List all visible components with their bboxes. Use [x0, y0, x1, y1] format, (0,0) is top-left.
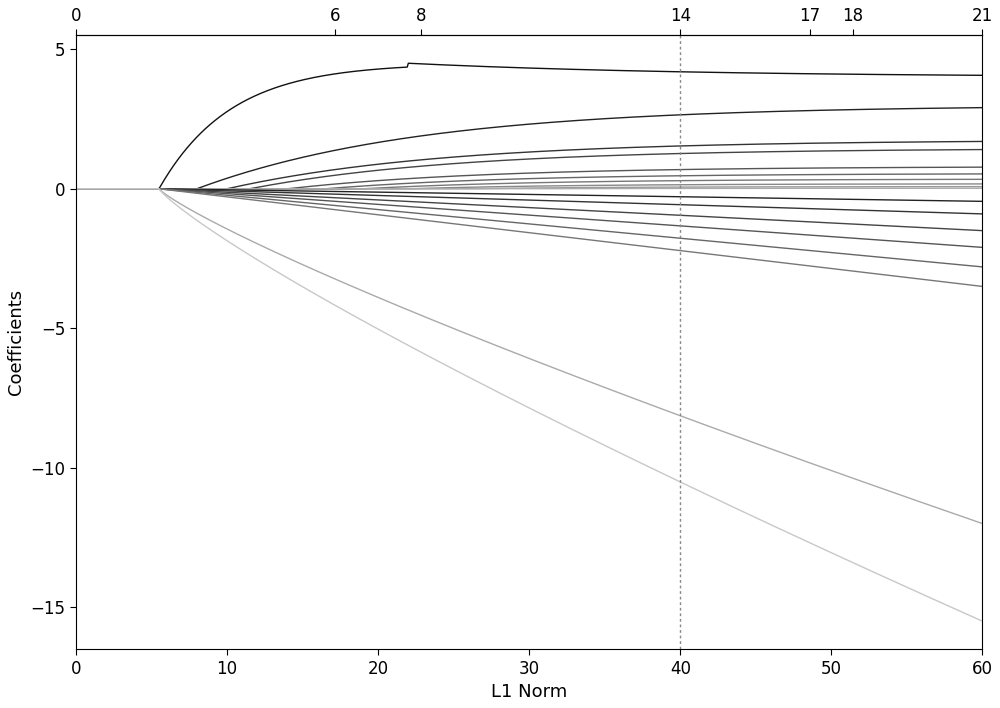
Y-axis label: Coefficients: Coefficients [7, 289, 25, 395]
X-axis label: L1 Norm: L1 Norm [491, 683, 567, 701]
